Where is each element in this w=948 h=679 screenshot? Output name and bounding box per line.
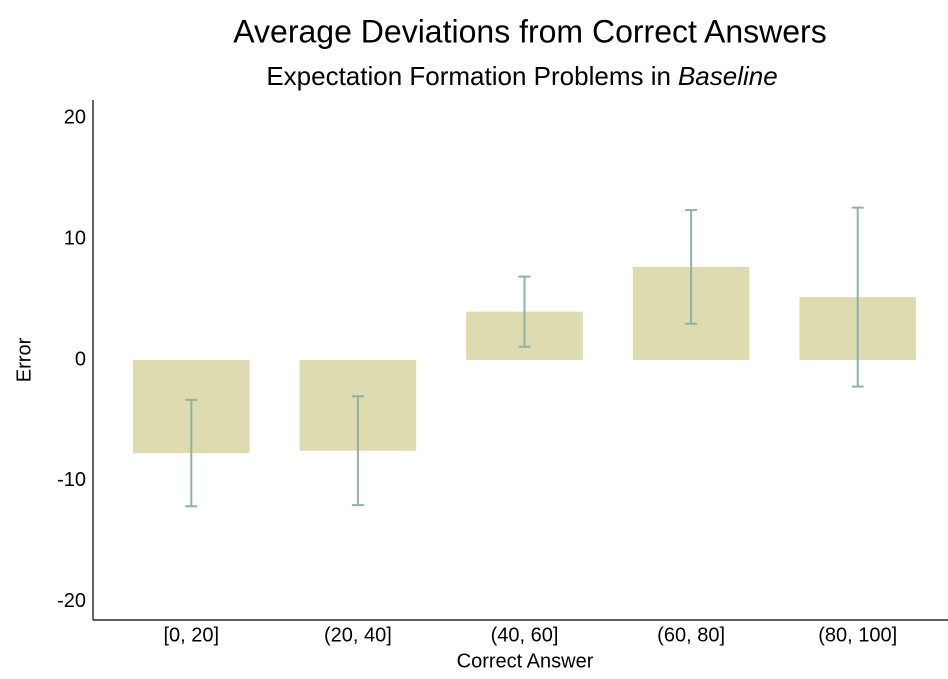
y-tick-label: 20 bbox=[64, 106, 86, 128]
y-tick-label: -20 bbox=[57, 590, 86, 612]
x-tick-label: [0, 20] bbox=[163, 624, 219, 646]
error-bar bbox=[518, 275, 531, 348]
error-bar bbox=[351, 395, 364, 507]
y-tick-label: 0 bbox=[75, 348, 86, 370]
y-tick-label: -10 bbox=[57, 469, 86, 491]
error-bar bbox=[851, 206, 864, 388]
x-tick-label: (80, 100] bbox=[818, 624, 897, 646]
y-tick-label: 10 bbox=[64, 227, 86, 249]
subtitle-text: Expectation Formation Problems in bbox=[266, 61, 671, 91]
x-tick-label: (20, 40] bbox=[324, 624, 392, 646]
chart-subtitle: Expectation Formation Problems in Baselin… bbox=[266, 61, 777, 91]
x-axis-label: Correct Answer bbox=[457, 650, 594, 672]
x-tick-label: (60, 80] bbox=[657, 624, 725, 646]
x-tick-label: (40, 60] bbox=[491, 624, 559, 646]
y-axis-label: Error bbox=[13, 337, 35, 382]
error-bar bbox=[185, 398, 198, 508]
chart-title: Average Deviations from Correct Answers bbox=[233, 13, 826, 49]
error-bar bbox=[685, 209, 698, 325]
subtitle-emphasis: Baseline bbox=[678, 61, 778, 91]
